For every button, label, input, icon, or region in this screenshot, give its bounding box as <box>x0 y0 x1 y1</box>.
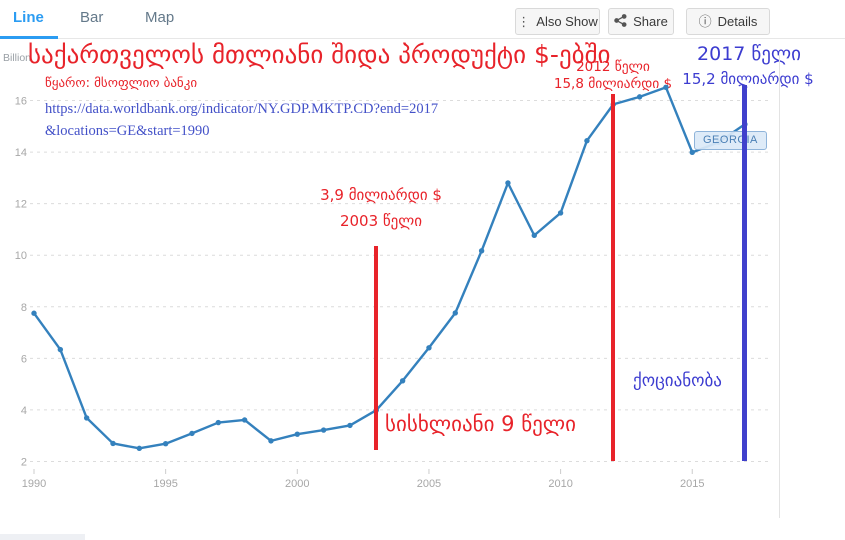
data-point-1993 <box>110 440 116 447</box>
x-tick-label-2010: 2010 <box>548 478 572 490</box>
tab-map[interactable]: Map <box>145 9 175 26</box>
active-tab-underline <box>0 36 58 39</box>
share-icon <box>614 14 627 29</box>
also-show-button[interactable]: ⋮ Also Show <box>515 8 600 35</box>
data-point-2007 <box>478 248 485 254</box>
data-point-1997 <box>215 419 222 426</box>
share-button[interactable]: Share <box>608 8 674 35</box>
kebab-menu-icon: ⋮ <box>517 14 531 29</box>
source-url-line1: https://data.worldbank.org/indicator/NY.… <box>45 101 439 117</box>
annotation-line-2003 <box>374 246 379 450</box>
data-point-1999 <box>268 438 274 444</box>
annotation-2017-value: 15,2 მილიარდი $ <box>682 70 814 88</box>
annotation-bloody-nine-years: სისხლიანი 9 წელი <box>385 412 576 436</box>
bottom-scroll-chip <box>0 534 85 540</box>
data-point-2002 <box>347 422 353 429</box>
y-tick-label-10: 10 <box>15 250 27 262</box>
data-point-2008 <box>505 180 511 186</box>
data-point-1996 <box>189 430 195 437</box>
series-tooltip-georgia[interactable]: GEORGIA <box>694 131 767 150</box>
annotation-2017-year: 2017 წელი <box>697 43 801 65</box>
x-tick-label-1990: 1990 <box>22 478 46 490</box>
data-point-1994 <box>136 445 143 452</box>
y-tick-label-6: 6 <box>21 353 27 365</box>
x-tick-label-2000: 2000 <box>285 478 309 490</box>
data-point-2000 <box>294 431 300 437</box>
data-point-1998 <box>241 417 248 423</box>
annotation-2003-year: 2003 წელი <box>339 212 423 230</box>
x-tick-label-2015: 2015 <box>680 478 704 490</box>
data-point-2013 <box>636 94 643 100</box>
data-point-2015 <box>689 149 695 156</box>
data-point-1992 <box>83 415 90 421</box>
y-tick-label-4: 4 <box>21 405 27 417</box>
data-point-1995 <box>162 441 169 447</box>
y-tick-label-8: 8 <box>21 302 27 314</box>
source-url-line2: &locations=GE&start=1990 <box>45 123 210 139</box>
data-point-2010 <box>557 210 564 216</box>
x-tick-label-2005: 2005 <box>417 478 441 490</box>
annotation-line-2017 <box>742 85 748 461</box>
annotation-kotsianoba: ქოციანობა <box>633 371 722 391</box>
y-tick-label-12: 12 <box>15 199 27 211</box>
tab-line[interactable]: Line <box>13 9 44 26</box>
details-button[interactable]: ⓘ Details <box>686 8 770 35</box>
source-label: წყარო: მსოფლიო ბანკი <box>45 76 198 91</box>
y-tick-label-16: 16 <box>15 95 27 107</box>
annotation-2012-value: 15,8 მილიარდი $ <box>553 76 673 92</box>
data-point-1990 <box>31 310 37 316</box>
annotation-line-2012 <box>611 94 616 461</box>
data-point-2014 <box>663 84 669 91</box>
data-point-2001 <box>320 427 327 433</box>
share-label: Share <box>633 14 668 29</box>
gdp-line-georgia <box>32 86 747 450</box>
chart-title: საქართველოს მთლიანი შიდა პროდუქტი $-ებში <box>28 40 611 69</box>
data-point-1991 <box>57 346 64 353</box>
data-point-2011 <box>584 138 590 144</box>
y-tick-label-14: 14 <box>15 147 27 159</box>
x-tick-label-1995: 1995 <box>153 478 177 490</box>
details-label: Details <box>717 14 758 29</box>
data-point-2004 <box>399 378 406 384</box>
tab-bar[interactable]: Bar <box>80 9 104 26</box>
y-axis-unit-label: Billion <box>3 52 32 64</box>
annotation-2012-year: 2012 წელი <box>576 59 650 75</box>
annotation-2003-value: 3,9 მილიარდი $ <box>320 186 442 204</box>
data-point-2009 <box>531 232 537 239</box>
data-point-2005 <box>426 345 432 351</box>
y-tick-label-2: 2 <box>21 457 27 469</box>
info-icon: ⓘ <box>698 14 712 29</box>
also-show-label: Also Show <box>536 14 598 29</box>
data-point-2006 <box>452 310 458 316</box>
